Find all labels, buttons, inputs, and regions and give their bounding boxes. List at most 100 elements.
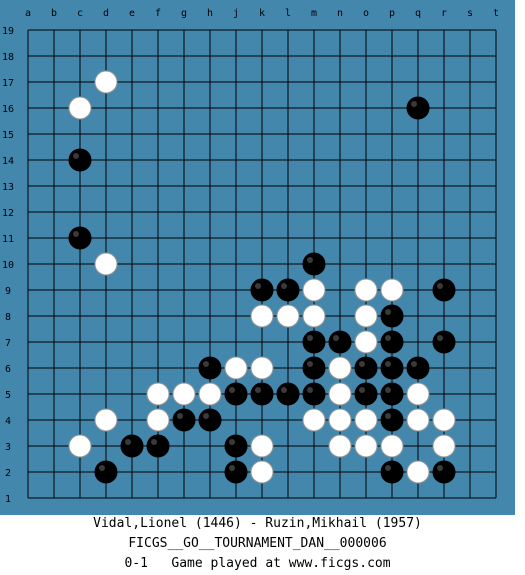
column-label: d <box>103 8 109 19</box>
black-stone-highlight <box>99 465 105 471</box>
black-stone <box>406 96 430 120</box>
black-stone-highlight <box>255 283 261 289</box>
black-stone <box>68 226 92 250</box>
row-label: 2 <box>5 468 11 479</box>
column-label: q <box>415 8 421 19</box>
column-label: s <box>467 8 473 19</box>
column-label: k <box>259 8 265 19</box>
column-label: r <box>441 8 447 19</box>
row-label: 7 <box>5 338 11 349</box>
row-label: 15 <box>2 130 14 141</box>
black-stone-highlight <box>229 465 235 471</box>
black-stone-highlight <box>385 309 391 315</box>
column-label: t <box>493 8 499 19</box>
black-stone <box>146 434 170 458</box>
black-stone-highlight <box>307 361 313 367</box>
column-label: n <box>337 8 343 19</box>
column-label: m <box>311 8 317 19</box>
white-stone <box>302 408 326 432</box>
black-stone <box>198 356 222 380</box>
white-stone <box>354 434 378 458</box>
white-stone <box>198 382 222 406</box>
game-caption: Vidal,Lionel (1446) - Ruzin,Mikhail (195… <box>0 514 515 574</box>
black-stone <box>172 408 196 432</box>
row-label: 10 <box>2 260 14 271</box>
white-stone <box>328 434 352 458</box>
black-stone <box>406 356 430 380</box>
black-stone <box>380 460 404 484</box>
black-stone-highlight <box>307 335 313 341</box>
black-stone <box>198 408 222 432</box>
column-label: c <box>77 8 83 19</box>
black-stone <box>276 278 300 302</box>
white-stone <box>328 356 352 380</box>
black-stone-highlight <box>437 465 443 471</box>
black-stone <box>432 460 456 484</box>
white-stone <box>328 382 352 406</box>
black-stone <box>380 330 404 354</box>
black-stone <box>68 148 92 172</box>
white-stone <box>328 408 352 432</box>
black-stone <box>224 382 248 406</box>
row-label: 9 <box>5 286 11 297</box>
black-stone <box>120 434 144 458</box>
white-stone <box>224 356 248 380</box>
black-stone <box>354 356 378 380</box>
black-stone-highlight <box>437 283 443 289</box>
black-stone-highlight <box>229 439 235 445</box>
row-label: 3 <box>5 442 11 453</box>
black-stone-highlight <box>411 101 417 107</box>
black-stone <box>302 330 326 354</box>
black-stone-highlight <box>229 387 235 393</box>
column-label: a <box>25 8 31 19</box>
white-stone <box>94 408 118 432</box>
black-stone-highlight <box>385 361 391 367</box>
column-label: h <box>207 8 213 19</box>
white-stone <box>250 434 274 458</box>
black-stone <box>302 252 326 276</box>
row-label: 14 <box>2 156 14 167</box>
black-stone-highlight <box>385 465 391 471</box>
black-stone-highlight <box>359 387 365 393</box>
black-stone-highlight <box>307 257 313 263</box>
black-stone-highlight <box>333 335 339 341</box>
black-stone-highlight <box>385 387 391 393</box>
white-stone <box>406 382 430 406</box>
black-stone <box>250 382 274 406</box>
black-stone <box>432 330 456 354</box>
white-stone <box>354 330 378 354</box>
black-stone-highlight <box>203 361 209 367</box>
black-stone <box>432 278 456 302</box>
white-stone <box>276 304 300 328</box>
board-panel: a b c d e f g h j k l m n o p q r s t 19 18 17 16 15 14 13 12 11 10 9… <box>0 0 515 515</box>
black-stone-highlight <box>151 439 157 445</box>
black-stone <box>94 460 118 484</box>
black-stone-highlight <box>281 283 287 289</box>
white-stone <box>302 304 326 328</box>
white-stone <box>250 356 274 380</box>
black-stone <box>250 278 274 302</box>
row-label: 17 <box>2 78 14 89</box>
white-stone <box>172 382 196 406</box>
white-stone <box>406 460 430 484</box>
black-stone <box>224 460 248 484</box>
black-stone <box>276 382 300 406</box>
row-label: 5 <box>5 390 11 401</box>
black-stone <box>302 382 326 406</box>
row-label: 4 <box>5 416 11 427</box>
black-stone <box>380 304 404 328</box>
black-stone-highlight <box>73 231 79 237</box>
black-stone <box>380 382 404 406</box>
white-stone <box>250 304 274 328</box>
black-stone <box>302 356 326 380</box>
row-label: 8 <box>5 312 11 323</box>
black-stone <box>380 356 404 380</box>
black-stone <box>380 408 404 432</box>
column-label: p <box>389 8 395 19</box>
white-stone <box>380 434 404 458</box>
black-stone <box>224 434 248 458</box>
row-label: 6 <box>5 364 11 375</box>
white-stone <box>406 408 430 432</box>
row-label: 11 <box>2 234 14 245</box>
